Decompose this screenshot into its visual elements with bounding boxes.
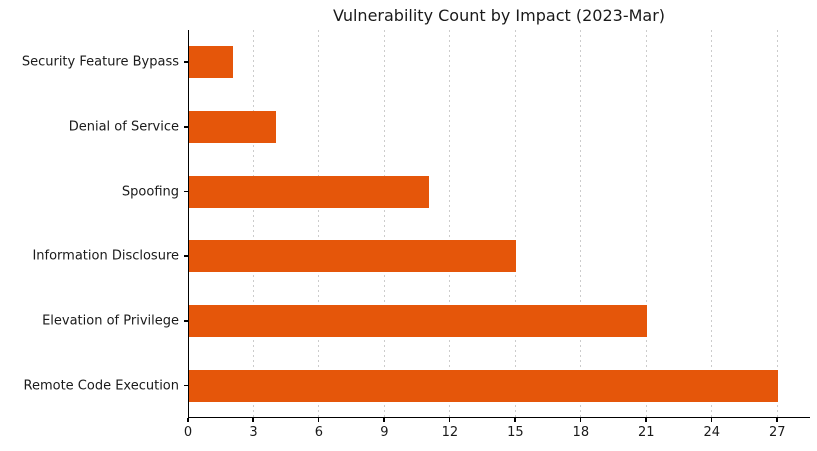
gridline [580,30,582,417]
x-tick-mark [317,418,320,422]
x-axis-tick-label: 12 [441,425,459,440]
gridline [383,30,385,417]
x-axis-tick-label: 9 [380,425,389,440]
gridline [318,30,320,417]
gridline [711,30,713,417]
y-axis-category-label: Remote Code Execution [23,378,180,394]
gridline [645,30,647,417]
gridline [449,30,451,417]
x-axis-tick-label: 24 [703,425,721,440]
y-tick-mark [184,190,188,193]
bar [189,240,517,273]
x-tick-mark [383,418,385,422]
y-axis-category-label: Spoofing [121,184,179,200]
plot-area [188,30,810,418]
x-axis-tick-label: 21 [638,425,655,440]
y-axis-category-label: Elevation of Privilege [42,313,179,329]
chart-title: Vulnerability Count by Impact (2023-Mar) [332,6,666,25]
x-tick-mark [776,418,778,422]
y-tick-mark [184,61,188,63]
y-axis-category-label: Information Disclosure [32,248,179,264]
x-axis-tick-label: 15 [507,425,524,440]
bar [189,175,430,208]
gridline [776,30,778,417]
y-tick-mark [184,320,188,322]
x-tick-mark [187,418,189,422]
y-tick-mark [184,255,188,257]
y-axis-category-label: Denial of Service [68,119,179,135]
x-tick-mark [448,418,451,422]
x-axis-tick-label: 27 [768,425,786,440]
gridline [252,30,254,417]
y-tick-mark [184,384,188,387]
x-axis-tick-label: 0 [183,425,193,440]
x-tick-mark [710,418,713,422]
bar [189,46,233,79]
bar [189,111,277,143]
y-axis-category-label: Security Feature Bypass [21,54,179,70]
x-tick-mark [579,418,582,422]
gridline [514,30,516,417]
x-tick-mark [252,418,254,422]
y-tick-mark [184,126,188,128]
bar [189,305,648,337]
bar [189,369,779,402]
x-axis-tick-label: 6 [314,425,324,440]
x-axis-tick-label: 3 [249,425,258,440]
x-axis-tick-label: 18 [572,425,590,440]
x-tick-mark [514,418,516,422]
x-tick-mark [645,418,647,422]
